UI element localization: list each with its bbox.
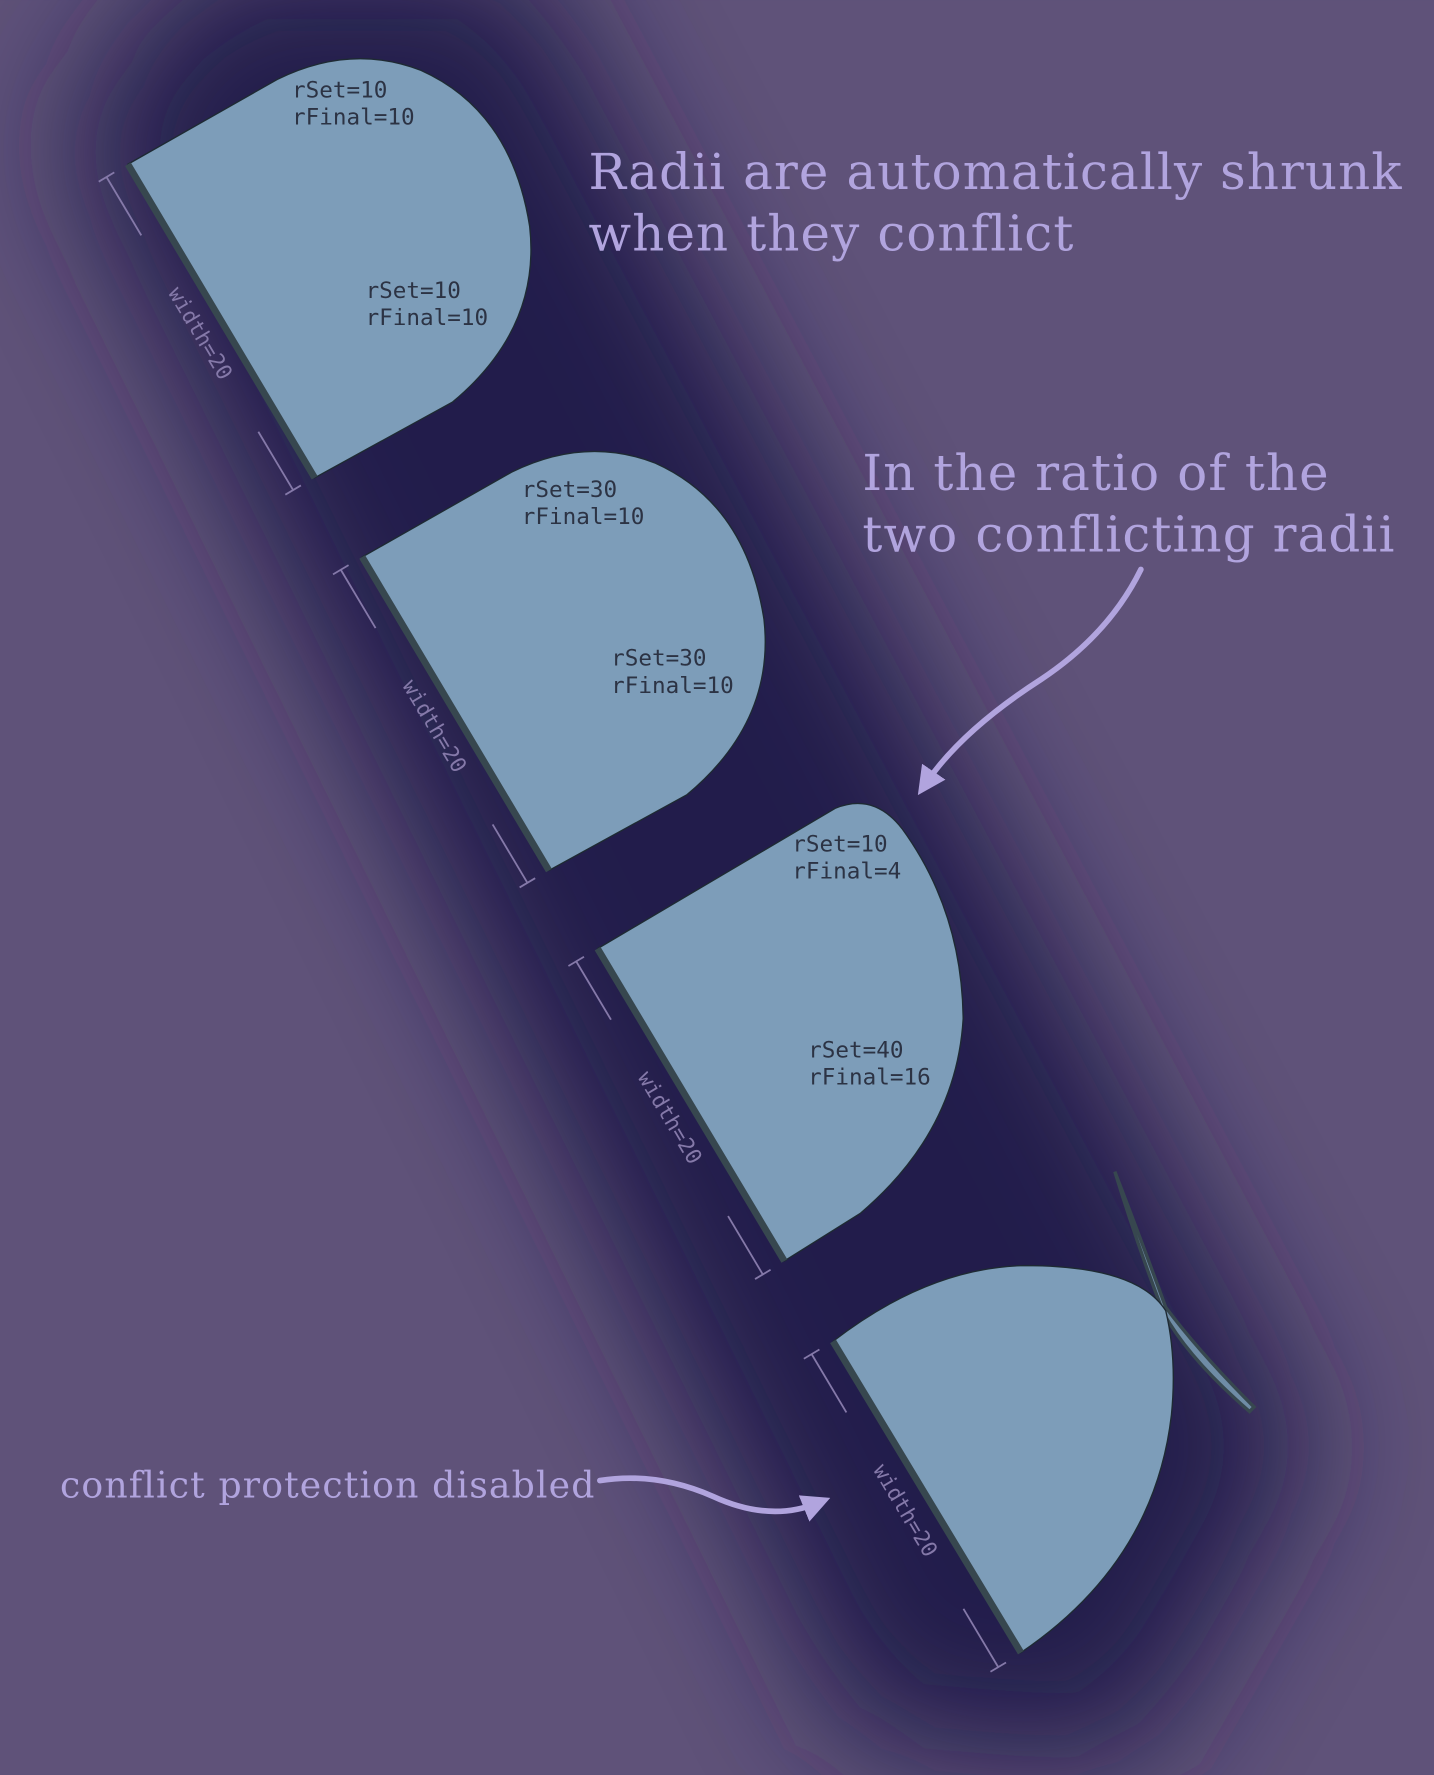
- left-edge: [359, 555, 552, 873]
- overlap-sliver: [1113, 1170, 1257, 1414]
- dimension-line: [567, 955, 585, 967]
- dimension-line: [105, 176, 143, 236]
- ratio-note-line-2: two conflicting radii: [862, 505, 1395, 563]
- label-bottom-set: rSet=40: [808, 1037, 903, 1063]
- dimension-line: [519, 877, 536, 889]
- left-edge: [830, 1339, 1024, 1655]
- label-top-final: rFinal=10: [292, 105, 415, 131]
- label-bottom-set: rSet=10: [366, 278, 461, 304]
- label-bottom-set: rSet=30: [611, 646, 706, 672]
- disabled-note: conflict protection disabled: [60, 1464, 596, 1507]
- dimension-line: [989, 1661, 1007, 1673]
- dimension-line: [575, 960, 612, 1021]
- label-top-set: rSet=10: [292, 77, 387, 103]
- dimension-line: [257, 431, 294, 491]
- left-edge: [124, 162, 318, 480]
- ratio-note-line-1: In the ratio of the: [862, 444, 1329, 502]
- radius-labels: rSet=10 rFinal=10 rSet=10 rFinal=10 rSet…: [292, 77, 931, 1090]
- label-top-set: rSet=10: [792, 831, 887, 857]
- shape-3: [594, 802, 964, 1263]
- shape-1: [124, 58, 532, 480]
- dimension-line: [340, 569, 377, 629]
- ratio-arrow: [917, 566, 1144, 796]
- label-bottom-final: rFinal=10: [366, 305, 489, 331]
- shape-4: [830, 1170, 1257, 1655]
- title-line-2: when they conflict: [589, 204, 1075, 262]
- label-top-final: rFinal=4: [792, 858, 901, 884]
- dimension-line: [98, 171, 115, 183]
- dimension-line: [754, 1268, 772, 1280]
- label-top-set: rSet=30: [522, 477, 617, 503]
- dimension-line: [962, 1608, 1000, 1668]
- dimension-line: [803, 1348, 820, 1360]
- label-top-final: rFinal=10: [522, 504, 645, 530]
- label-bottom-final: rFinal=16: [808, 1064, 931, 1090]
- dimension-line: [284, 484, 302, 496]
- dimension-line: [491, 824, 529, 884]
- dimension-line: [332, 564, 350, 576]
- dimension-line: [727, 1215, 764, 1275]
- dimension-line: [810, 1353, 848, 1413]
- disabled-arrow: [597, 1475, 831, 1522]
- label-bottom-final: rFinal=10: [611, 673, 734, 699]
- shape-2: [359, 450, 766, 873]
- title-line-1: Radii are automatically shrunk: [589, 143, 1403, 201]
- left-edge: [594, 946, 788, 1263]
